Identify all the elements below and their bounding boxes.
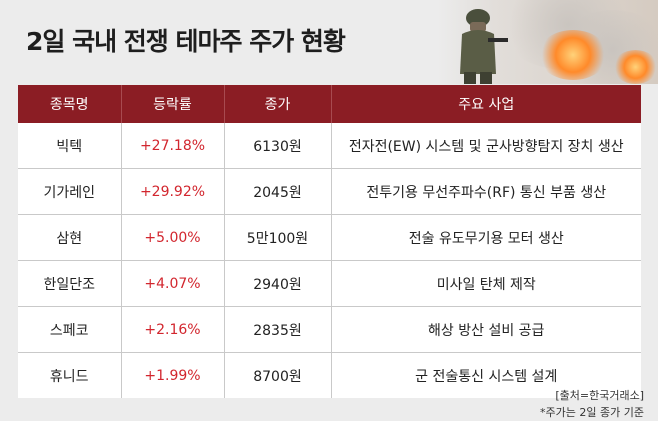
table-row: 휴니드 +1.99% 8700원 군 전술통신 시스템 설계 — [18, 352, 641, 398]
stock-close: 6130원 — [224, 123, 332, 169]
stock-rate: +5.00% — [121, 214, 225, 261]
source-note: [출처=한국거래소] *주가는 2일 종가 기준 — [540, 387, 644, 421]
table-row: 한일단조 +4.07% 2940원 미사일 탄체 제작 — [18, 260, 641, 307]
stock-close: 2835원 — [224, 306, 332, 353]
war-illustration — [388, 0, 658, 84]
stock-name: 한일단조 — [18, 260, 122, 307]
stock-name: 휴니드 — [18, 352, 122, 398]
stock-business: 해상 방산 설비 공급 — [331, 306, 641, 353]
stock-business: 전자전(EW) 시스템 및 군사방향탐지 장치 생산 — [331, 123, 641, 169]
source-label: [출처=한국거래소] — [555, 389, 644, 402]
soldier-icon — [460, 9, 508, 84]
stock-rate: +4.07% — [121, 260, 225, 307]
stock-business: 전술 유도무기용 모터 생산 — [331, 214, 641, 261]
stock-close: 2045원 — [224, 168, 332, 215]
stock-rate: +29.92% — [121, 168, 225, 215]
stock-business: 군 전술통신 시스템 설계 — [415, 368, 558, 385]
stock-rate: +27.18% — [121, 123, 225, 169]
stock-name: 빅텍 — [18, 123, 122, 169]
table-row: 삼현 +5.00% 5만100원 전술 유도무기용 모터 생산 — [18, 214, 641, 261]
stock-name: 기가레인 — [18, 168, 122, 215]
header-rate: 등락률 — [121, 85, 225, 123]
table-row: 스페코 +2.16% 2835원 해상 방산 설비 공급 — [18, 306, 641, 353]
table-row: 기가레인 +29.92% 2045원 전투기용 무선주파수(RF) 통신 부품 … — [18, 168, 641, 215]
stock-close: 5만100원 — [224, 214, 332, 261]
stock-close: 2940원 — [224, 260, 332, 307]
header-name: 종목명 — [18, 85, 122, 123]
stock-name: 스페코 — [18, 306, 122, 353]
header-business: 주요 사업 — [331, 85, 641, 123]
stock-rate: +2.16% — [121, 306, 225, 353]
table-row: 빅텍 +27.18% 6130원 전자전(EW) 시스템 및 군사방향탐지 장치… — [18, 123, 641, 169]
price-basis-note: *주가는 2일 종가 기준 — [540, 406, 644, 419]
stock-business: 미사일 탄체 제작 — [331, 260, 641, 307]
stock-rate: +1.99% — [121, 352, 225, 398]
header-close: 종가 — [224, 85, 332, 123]
stock-name: 삼현 — [18, 214, 122, 261]
page-title: 2일 국내 전쟁 테마주 주가 현황 — [26, 27, 346, 56]
stock-business: 전투기용 무선주파수(RF) 통신 부품 생산 — [331, 168, 641, 215]
war-stocks-table: 종목명 등락률 종가 주요 사업 빅텍 +27.18% 6130원 전자전(EW… — [18, 85, 641, 398]
stock-close: 8700원 — [224, 352, 332, 398]
table-header-row: 종목명 등락률 종가 주요 사업 — [18, 85, 641, 123]
